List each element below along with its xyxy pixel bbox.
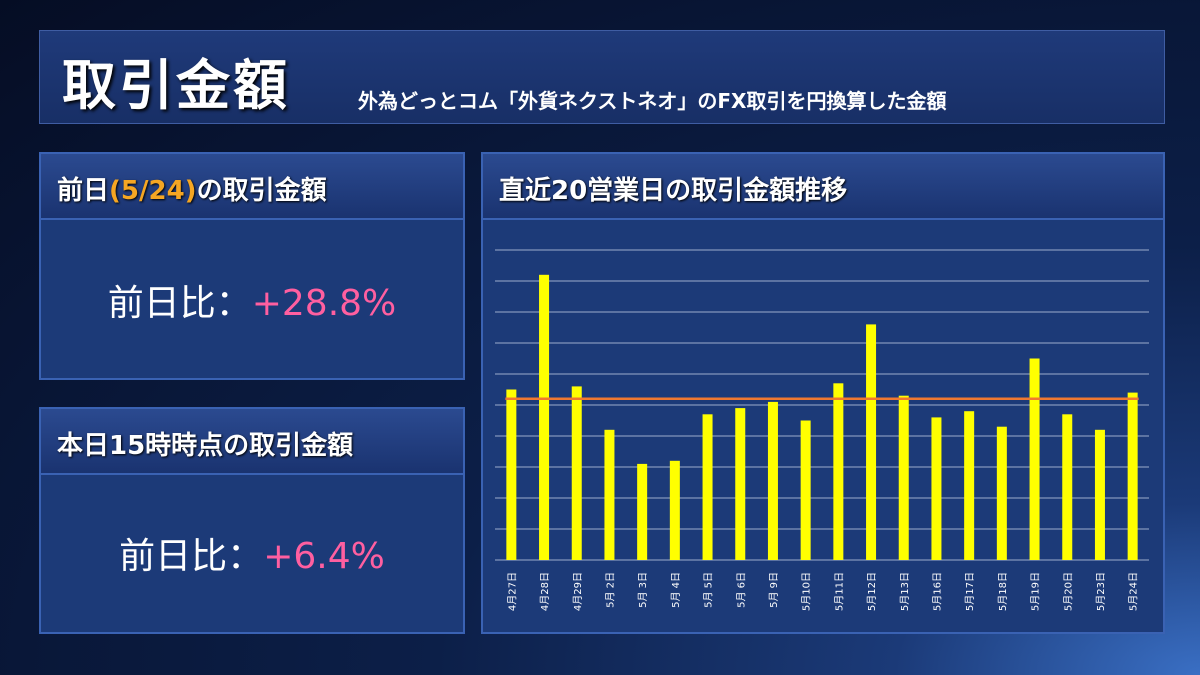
bar-14	[931, 417, 942, 560]
bar-12	[866, 324, 877, 560]
bar-4	[604, 429, 615, 560]
prev-day-panel-title: 前日(5/24)の取引金額	[57, 170, 327, 207]
bar-5	[637, 463, 648, 560]
bar-1	[506, 389, 517, 560]
x-tick-label: 5月18日	[997, 572, 1009, 611]
today-ratio-label: 前日比：	[119, 536, 264, 577]
x-tick-label: 5月11日	[833, 572, 845, 611]
x-tick-label: 5月16日	[931, 572, 943, 611]
x-tick-label: 5月10日	[801, 572, 813, 611]
x-tick-label: 5月 6日	[735, 572, 747, 608]
bar-15	[964, 411, 975, 560]
bar-16	[996, 426, 1007, 560]
bar-18	[1062, 414, 1073, 560]
bar-10	[800, 420, 811, 560]
x-tick-label: 5月 9日	[768, 572, 780, 608]
prev-day-panel: 前日(5/24)の取引金額 前日比：+28.8%	[39, 152, 465, 380]
x-tick-label: 4月27日	[506, 572, 518, 611]
today-panel-title: 本日15時時点の取引金額	[57, 431, 354, 461]
x-tick-label: 5月20日	[1062, 572, 1074, 611]
today-panel: 本日15時時点の取引金額 前日比：+6.4%	[39, 407, 465, 634]
x-tick-label: 5月 2日	[604, 572, 616, 608]
bar-8	[735, 408, 746, 560]
bar-7	[702, 414, 713, 560]
bar-13	[898, 395, 909, 560]
today-ratio-value: +6.4%	[263, 536, 385, 577]
x-tick-label: 4月29日	[572, 572, 584, 611]
prev-day-title-post: の取引金額	[196, 176, 327, 206]
bar-chart: 4月27日 4月28日 4月29日 5月 2日 5月 3日 5月 4日 5月 5日 5月 6日…	[495, 249, 1149, 611]
bar-19	[1094, 429, 1105, 560]
x-tick-label: 5月 5日	[703, 572, 715, 608]
page-title: 取引金額	[62, 54, 290, 117]
chart-panel: 直近20営業日の取引金額推移 4月27日 4月28日 4月29日 5月 2日 5月 3日…	[481, 152, 1165, 634]
today-ratio: 前日比：+6.4%	[41, 527, 463, 579]
x-tick-label: 5月23日	[1095, 572, 1107, 611]
x-tick-label: 5月 3日	[637, 572, 649, 608]
x-tick-label: 5月 4日	[670, 572, 682, 608]
prev-day-ratio-label: 前日比：	[107, 283, 252, 324]
prev-day-ratio-value: +28.8%	[251, 283, 397, 324]
x-tick-label: 5月19日	[1030, 572, 1042, 611]
prev-day-title-date: (5/24)	[109, 176, 197, 206]
x-tick-label: 5月17日	[964, 572, 976, 611]
header-banner: 取引金額 外為どっとコム「外貨ネクストネオ」のFX取引を円換算した金額	[39, 30, 1165, 124]
bar-9	[767, 401, 778, 560]
x-tick-label: 5月13日	[899, 572, 911, 611]
chart-panel-title: 直近20営業日の取引金額推移	[499, 176, 848, 206]
page-subtitle: 外為どっとコム「外貨ネクストネオ」のFX取引を円換算した金額	[358, 89, 947, 113]
x-tick-label: 5月24日	[1128, 572, 1140, 611]
bar-2	[539, 274, 550, 560]
x-tick-label: 5月12日	[866, 572, 878, 611]
prev-day-title-pre: 前日	[57, 176, 110, 206]
chart-panel-header: 直近20営業日の取引金額推移	[483, 154, 1163, 220]
today-panel-header: 本日15時時点の取引金額	[41, 409, 463, 475]
bar-3	[571, 386, 582, 560]
prev-day-ratio: 前日比：+28.8%	[41, 274, 463, 326]
prev-day-panel-header: 前日(5/24)の取引金額	[41, 154, 463, 220]
x-tick-label: 4月28日	[539, 572, 551, 611]
bar-17	[1029, 358, 1040, 560]
bar-11	[833, 383, 844, 560]
bar-6	[669, 460, 680, 560]
bar-20	[1127, 392, 1138, 560]
